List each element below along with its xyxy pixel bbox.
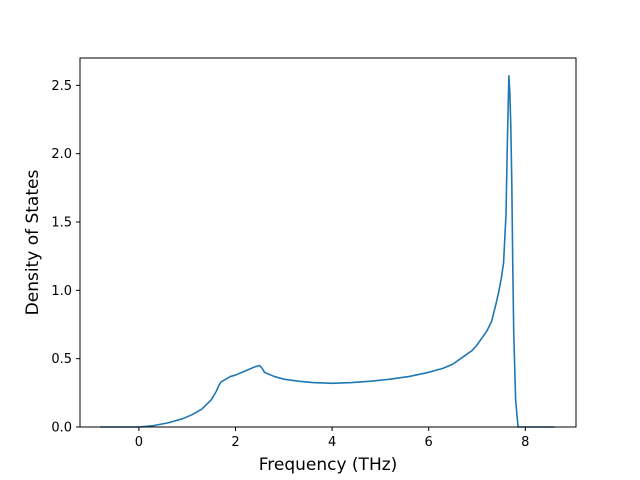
y-tick-label: 2.0 [51,147,72,162]
y-tick-label: 1.5 [51,216,72,231]
y-tick-label: 2.5 [51,79,72,94]
y-tick-label: 0.0 [51,421,72,436]
x-axis-ticks: 0 2 4 6 8 [135,427,529,450]
y-axis-ticks: 0.0 0.5 1.0 1.5 2.0 2.5 [51,79,80,436]
x-tick-label: 2 [231,435,239,450]
dos-series-line-0 [100,74,555,428]
plot-frame [79,57,577,428]
y-axis-label: Density of States [23,170,43,316]
x-tick-label: 0 [135,435,143,450]
y-tick-label: 0.5 [51,352,72,367]
plot-line-layer [100,74,555,428]
x-tick-label: 4 [328,435,336,450]
x-axis-label: Frequency (THz) [259,455,398,475]
y-tick-label: 1.0 [51,284,72,299]
x-tick-label: 6 [425,435,433,450]
x-tick-label: 8 [521,435,529,450]
